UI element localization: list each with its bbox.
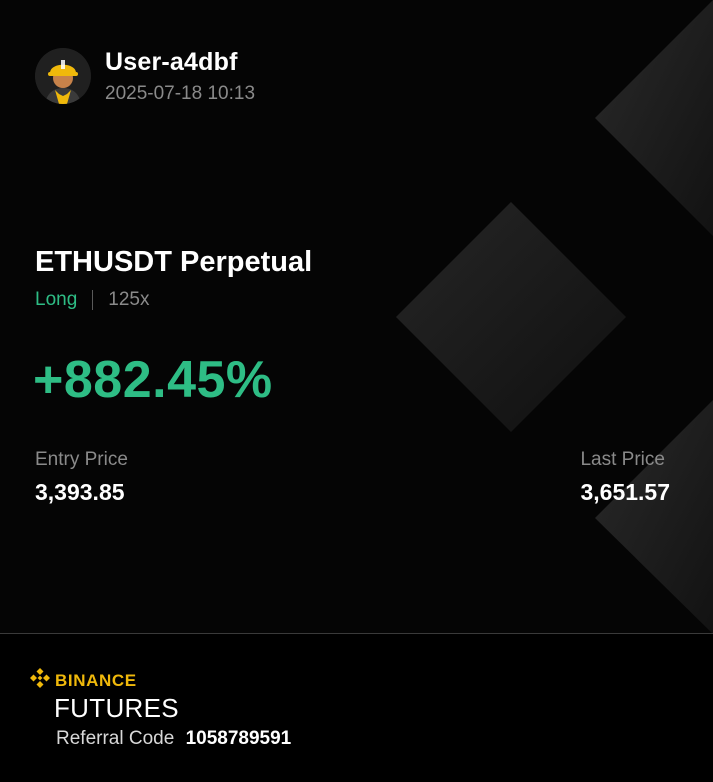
binance-futures-logo: BINANCE FUTURES <box>29 667 179 722</box>
brand-product: FUTURES <box>54 693 179 723</box>
position-side: Long <box>35 289 78 310</box>
contract-symbol: ETHUSDT Perpetual <box>35 246 313 278</box>
footer: BINANCE FUTURES Referral Code 1058789591 <box>0 634 713 782</box>
brand-name: BINANCE <box>55 670 137 690</box>
username: User-a4dbf <box>105 48 238 76</box>
referral-code-row: Referral Code 1058789591 <box>56 727 291 751</box>
last-price-label: Last Price <box>580 449 665 470</box>
user-header: User-a4dbf 2025-07-18 10:13 <box>35 47 255 105</box>
construction-worker-avatar-icon <box>35 48 91 104</box>
roi-percentage: +882.45% <box>33 351 273 409</box>
last-price-block: Last Price 3,651.57 <box>580 448 670 506</box>
diamond-bottom-right <box>595 400 713 634</box>
leverage: 125x <box>108 289 150 310</box>
diamond-center <box>396 202 626 432</box>
entry-price-value: 3,393.85 <box>35 479 125 505</box>
referral-code-label: Referral Code <box>56 728 175 749</box>
footer-divider <box>0 633 713 634</box>
position-details: Long 125x <box>35 288 149 312</box>
entry-price-block: Entry Price 3,393.85 <box>35 448 128 506</box>
binance-logo-icon <box>29 667 51 694</box>
share-timestamp: 2025-07-18 10:13 <box>105 83 256 104</box>
last-price-value: 3,651.57 <box>580 479 670 505</box>
referral-code-value: 1058789591 <box>185 728 292 749</box>
divider-bar <box>92 290 94 310</box>
diamond-top-right <box>595 0 713 236</box>
entry-price-label: Entry Price <box>35 449 128 470</box>
